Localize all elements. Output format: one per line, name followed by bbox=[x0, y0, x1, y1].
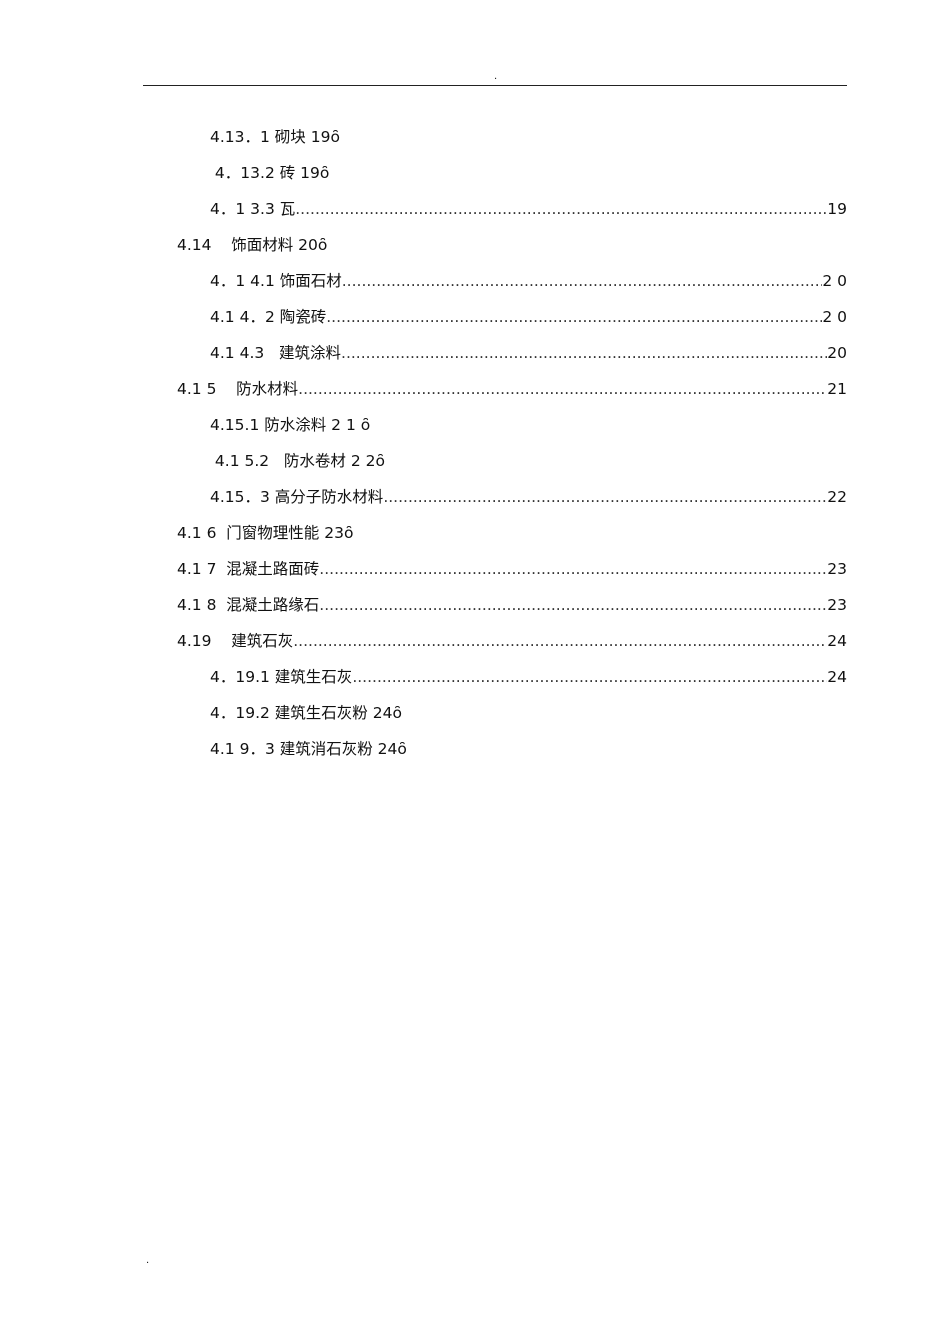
toc-entry-page: 22 bbox=[827, 488, 847, 506]
toc-entry-title: 4.15．3 高分子防水材料 bbox=[210, 488, 384, 506]
toc-entry[interactable]: 4.15.1 防水涂料 2 1 ȏ bbox=[0, 412, 950, 448]
toc-entry[interactable]: 4.1 8 混凝土路缘石 23 bbox=[0, 592, 847, 628]
toc-entry[interactable]: 4．19.2 建筑生石灰粉 24ȏ bbox=[0, 700, 950, 736]
toc-entry[interactable]: 4.1 4.3 建筑涂料 20 bbox=[0, 340, 847, 376]
toc-entry-page: 2 0 bbox=[822, 272, 847, 290]
table-of-contents: 4.13．1 砌块 19ȏ 4．13.2 砖 19ȏ 4．1 3.3 瓦 19 4.1… bbox=[0, 124, 950, 772]
toc-entry[interactable]: 4.1 5.2 防水卷材 2 2ȏ bbox=[0, 448, 950, 484]
toc-entry[interactable]: 4.14 饰面材料 20ȏ bbox=[0, 232, 950, 268]
toc-entry-page: 23 bbox=[827, 560, 847, 578]
toc-entry-title: 4.1 6 门窗物理性能 23ȏ bbox=[177, 524, 354, 542]
dot-leader bbox=[298, 376, 827, 412]
toc-entry[interactable]: 4．1 3.3 瓦 19 bbox=[0, 196, 847, 232]
toc-entry[interactable]: 4.1 9．3 建筑消石灰粉 24ȏ bbox=[0, 736, 950, 772]
header-rule bbox=[143, 85, 847, 86]
toc-entry-title: 4.1 5 防水材料 bbox=[177, 380, 299, 398]
toc-entry[interactable]: 4.1 4．2 陶瓷砖 2 0 bbox=[0, 304, 847, 340]
toc-entry[interactable]: 4.1 6 门窗物理性能 23ȏ bbox=[0, 520, 950, 556]
toc-entry-title: 4.14 饰面材料 20ȏ bbox=[177, 236, 328, 254]
toc-entry-title: 4．1 4.1 饰面石材 bbox=[210, 272, 342, 290]
dot-leader bbox=[319, 556, 827, 592]
toc-entry-page: 20 bbox=[827, 344, 847, 362]
toc-entry[interactable]: 4.15．3 高分子防水材料 22 bbox=[0, 484, 847, 520]
dot-leader bbox=[341, 340, 827, 376]
toc-entry-title: 4．19.1 建筑生石灰 bbox=[210, 668, 353, 686]
toc-entry-title: 4.1 4．2 陶瓷砖 bbox=[210, 308, 327, 326]
toc-entry-title: 4.1 5.2 防水卷材 2 2ȏ bbox=[210, 452, 385, 470]
dot-leader bbox=[352, 664, 827, 700]
toc-entry-page: 24 bbox=[827, 632, 847, 650]
dot-leader bbox=[319, 592, 827, 628]
toc-entry-page: 19 bbox=[827, 200, 847, 218]
toc-entry-title: 4.13．1 砌块 19ȏ bbox=[210, 128, 340, 146]
toc-entry[interactable]: 4．19.1 建筑生石灰 24 bbox=[0, 664, 847, 700]
toc-entry-page: 24 bbox=[827, 668, 847, 686]
dot-leader bbox=[293, 628, 827, 664]
toc-entry-title: 4.1 7 混凝土路面砖 bbox=[177, 560, 320, 578]
toc-entry-title: 4．1 3.3 瓦 bbox=[210, 200, 296, 218]
toc-entry-title: 4.1 9．3 建筑消石灰粉 24ȏ bbox=[210, 740, 407, 758]
dot-leader bbox=[326, 304, 822, 340]
toc-entry[interactable]: 4.13．1 砌块 19ȏ bbox=[0, 124, 950, 160]
toc-entry-title: 4．19.2 建筑生石灰粉 24ȏ bbox=[210, 704, 402, 722]
header-mark: . bbox=[494, 71, 498, 82]
footer-mark: . bbox=[146, 1255, 150, 1266]
toc-entry[interactable]: 4．13.2 砖 19ȏ bbox=[0, 160, 950, 196]
dot-leader bbox=[383, 484, 827, 520]
toc-entry[interactable]: 4.19 建筑石灰 24 bbox=[0, 628, 847, 664]
toc-entry[interactable]: 4.1 5 防水材料 21 bbox=[0, 376, 847, 412]
toc-entry-title: 4.1 4.3 建筑涂料 bbox=[210, 344, 342, 362]
dot-leader bbox=[295, 196, 827, 232]
toc-entry-page: 23 bbox=[827, 596, 847, 614]
toc-entry[interactable]: 4．1 4.1 饰面石材 2 0 bbox=[0, 268, 847, 304]
toc-entry-title: 4.1 8 混凝土路缘石 bbox=[177, 596, 320, 614]
toc-entry-title: 4.19 建筑石灰 bbox=[177, 632, 294, 650]
toc-entry-title: 4．13.2 砖 19ȏ bbox=[210, 164, 330, 182]
toc-entry-title: 4.15.1 防水涂料 2 1 ȏ bbox=[210, 416, 371, 434]
dot-leader bbox=[342, 268, 823, 304]
toc-entry-page: 21 bbox=[827, 380, 847, 398]
toc-entry-page: 2 0 bbox=[822, 308, 847, 326]
toc-entry[interactable]: 4.1 7 混凝土路面砖 23 bbox=[0, 556, 847, 592]
